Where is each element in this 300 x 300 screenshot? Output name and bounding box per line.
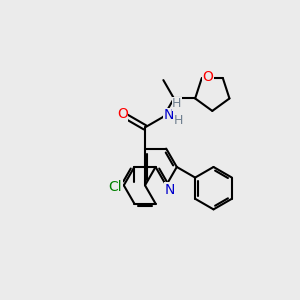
Text: N: N: [164, 183, 175, 197]
Text: Cl: Cl: [109, 180, 122, 194]
Text: O: O: [117, 107, 128, 121]
Text: N: N: [164, 108, 174, 122]
Text: O: O: [203, 70, 214, 84]
Text: H: H: [173, 114, 183, 127]
Text: H: H: [172, 97, 182, 110]
